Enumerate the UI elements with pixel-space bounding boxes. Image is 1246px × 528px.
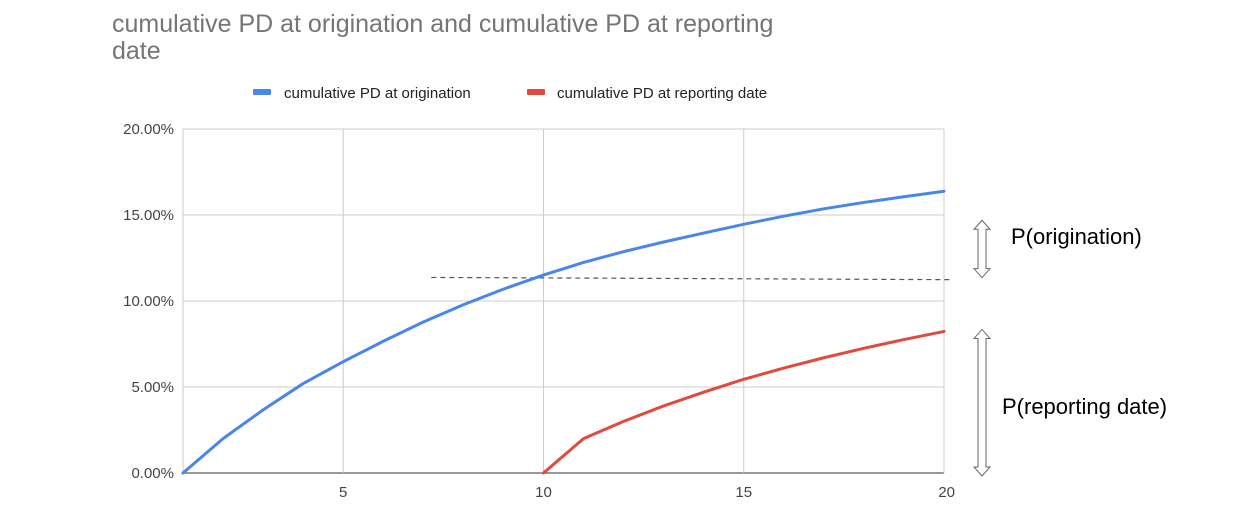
legend-swatch-origination bbox=[253, 89, 271, 95]
y-tick-label: 5.00% bbox=[131, 379, 174, 396]
y-tick-label: 20.00% bbox=[123, 121, 174, 138]
double-arrow-icon bbox=[972, 219, 992, 279]
annotation-arrow-reporting-date bbox=[972, 328, 992, 477]
y-tick-label: 0.00% bbox=[131, 465, 174, 482]
x-tick-label: 15 bbox=[735, 484, 752, 501]
chart-title: cumulative PD at origination and cumulat… bbox=[112, 10, 773, 65]
y-tick-label: 10.00% bbox=[123, 293, 174, 310]
annotation-label-origination: P(origination) bbox=[1011, 224, 1142, 249]
annotation-arrow-origination bbox=[972, 219, 992, 279]
annotations: P(origination) P(reporting date) bbox=[972, 219, 1167, 477]
x-tick-label: 5 bbox=[339, 484, 347, 501]
legend-label-origination: cumulative PD at origination bbox=[284, 85, 471, 102]
legend: cumulative PD at origination cumulative … bbox=[253, 85, 767, 102]
legend-label-reporting: cumulative PD at reporting date bbox=[557, 85, 767, 102]
series-layer bbox=[181, 189, 946, 475]
chart-title-line-2: date bbox=[112, 37, 161, 65]
legend-swatch-reporting bbox=[527, 89, 545, 95]
chart-title-line-1: cumulative PD at origination and cumulat… bbox=[112, 10, 773, 38]
x-tick-label: 10 bbox=[535, 484, 552, 501]
y-axis: 0.00% 5.00% 10.00% 15.00% 20.00% bbox=[123, 121, 174, 482]
grid bbox=[182, 128, 945, 474]
series-line-reporting-date bbox=[541, 329, 946, 475]
reference-line-dashed bbox=[431, 276, 953, 281]
series-line-origination bbox=[181, 189, 946, 475]
reference-line-group bbox=[431, 276, 953, 281]
x-axis: 5 10 15 20 bbox=[339, 484, 955, 501]
double-arrow-icon bbox=[972, 328, 992, 477]
y-tick-label: 15.00% bbox=[123, 207, 174, 224]
annotation-label-reporting-date: P(reporting date) bbox=[1002, 394, 1167, 419]
x-tick-label: 20 bbox=[938, 484, 955, 501]
